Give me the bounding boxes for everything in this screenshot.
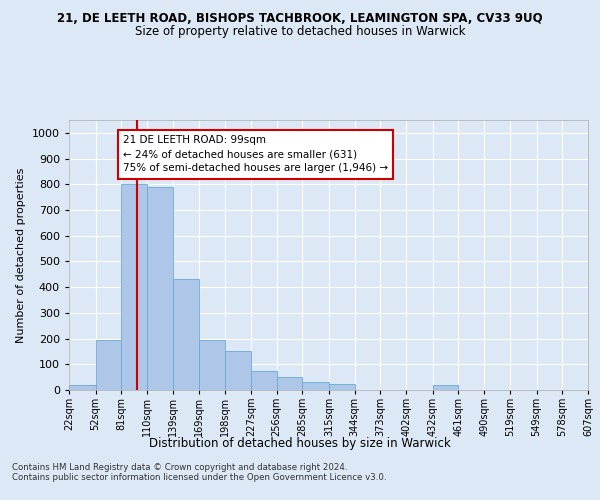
Bar	[69, 385, 95, 390]
Text: Distribution of detached houses by size in Warwick: Distribution of detached houses by size …	[149, 438, 451, 450]
Bar	[199, 340, 225, 390]
Bar	[433, 386, 458, 390]
Text: Contains HM Land Registry data © Crown copyright and database right 2024.: Contains HM Land Registry data © Crown c…	[12, 464, 347, 472]
Bar	[147, 187, 173, 390]
Text: Size of property relative to detached houses in Warwick: Size of property relative to detached ho…	[135, 25, 465, 38]
Bar	[277, 377, 302, 390]
Bar	[329, 384, 355, 390]
Bar	[121, 184, 147, 390]
Bar	[225, 352, 251, 390]
Text: Contains public sector information licensed under the Open Government Licence v3: Contains public sector information licen…	[12, 474, 386, 482]
Bar	[251, 370, 277, 390]
Y-axis label: Number of detached properties: Number of detached properties	[16, 168, 26, 342]
Text: 21, DE LEETH ROAD, BISHOPS TACHBROOK, LEAMINGTON SPA, CV33 9UQ: 21, DE LEETH ROAD, BISHOPS TACHBROOK, LE…	[57, 12, 543, 26]
Text: 21 DE LEETH ROAD: 99sqm
← 24% of detached houses are smaller (631)
75% of semi-d: 21 DE LEETH ROAD: 99sqm ← 24% of detache…	[123, 136, 388, 173]
Bar	[302, 382, 329, 390]
Bar	[173, 280, 199, 390]
Bar	[95, 340, 121, 390]
